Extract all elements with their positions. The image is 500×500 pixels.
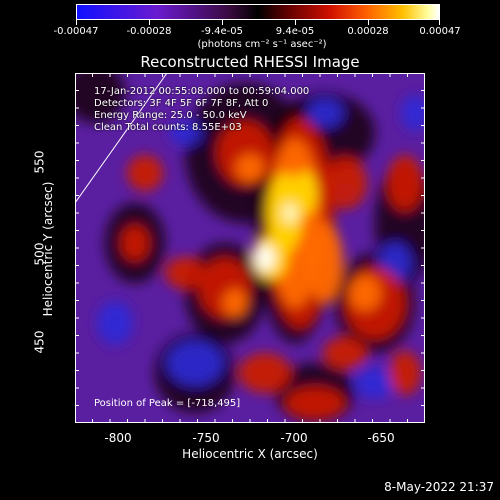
footer-timestamp: 8-May-2022 21:37 xyxy=(384,480,494,494)
colorbar-tick-label: -0.00028 xyxy=(126,26,172,37)
colorbar-tick-label: -0.00047 xyxy=(53,26,99,37)
colorbar-unit: (photons cm⁻² s⁻¹ asec⁻²) xyxy=(197,39,327,50)
emission-blob xyxy=(97,301,133,345)
emission-blob xyxy=(355,367,395,399)
colorbar-tick xyxy=(76,20,77,25)
emission-blob xyxy=(236,154,264,182)
emission-blob xyxy=(293,171,317,215)
x-tick-label: -700 xyxy=(280,431,308,445)
colorbar-tick-label: -9.4e-05 xyxy=(201,26,243,37)
y-axis-label: Heliocentric Y (arcsec) xyxy=(41,181,55,317)
x-tick-label: -650 xyxy=(367,431,395,445)
colorbar-tick-label: 0.00047 xyxy=(419,26,461,37)
heatmap-plot xyxy=(75,73,425,423)
emission-blob xyxy=(283,203,297,223)
emission-blob xyxy=(127,155,163,191)
emission-map xyxy=(75,73,425,423)
colorbar-tick-label: 9.4e-05 xyxy=(275,26,315,37)
chart-title: Reconstructed RHESSI Image xyxy=(140,53,360,71)
emission-blob xyxy=(167,341,223,385)
emission-blob xyxy=(401,95,425,131)
emission-blob xyxy=(349,275,381,311)
emission-blob xyxy=(239,353,291,393)
colorbar-tick xyxy=(149,20,150,25)
peak-position-text: Position of Peak = [-718,495] xyxy=(94,398,241,409)
x-tick-label: -800 xyxy=(104,431,132,445)
x-axis-label: Heliocentric X (arcsec) xyxy=(182,447,318,461)
emission-blob xyxy=(255,245,275,271)
colorbar-tick xyxy=(222,20,223,25)
energy-range-text: Energy Range: 25.0 - 50.0 keV xyxy=(94,110,247,121)
clean-counts-text: Clean Total counts: 8.55E+03 xyxy=(94,122,242,133)
emission-blob xyxy=(389,351,421,395)
colorbar xyxy=(76,4,440,20)
axis-ticks xyxy=(75,73,425,423)
emission-blob xyxy=(323,157,367,209)
emission-blob xyxy=(223,289,247,317)
emission-blob xyxy=(285,387,345,419)
x-tick-label: -750 xyxy=(192,431,220,445)
emission-blob xyxy=(75,73,125,123)
emission-blob xyxy=(121,225,149,261)
colorbar-tick xyxy=(295,20,296,25)
y-tick-label: 450 xyxy=(32,330,47,354)
emission-blob xyxy=(387,155,423,211)
detectors-text: Detectors: 3F 4F 5F 6F 7F 8F, Att 0 xyxy=(94,98,269,109)
colorbar-tick xyxy=(368,20,369,25)
solar-limb-line xyxy=(75,73,168,204)
colorbar-tick-label: 0.00028 xyxy=(347,26,389,37)
colorbar-tick xyxy=(439,20,440,25)
emission-blob xyxy=(307,99,343,127)
time-range-text: 17-Jan-2012 00:55:08.000 to 00:59:04.000 xyxy=(94,86,310,97)
emission-blob xyxy=(323,337,367,369)
emission-blob xyxy=(169,121,201,145)
emission-blob xyxy=(165,257,205,289)
emission-blob xyxy=(307,223,343,303)
